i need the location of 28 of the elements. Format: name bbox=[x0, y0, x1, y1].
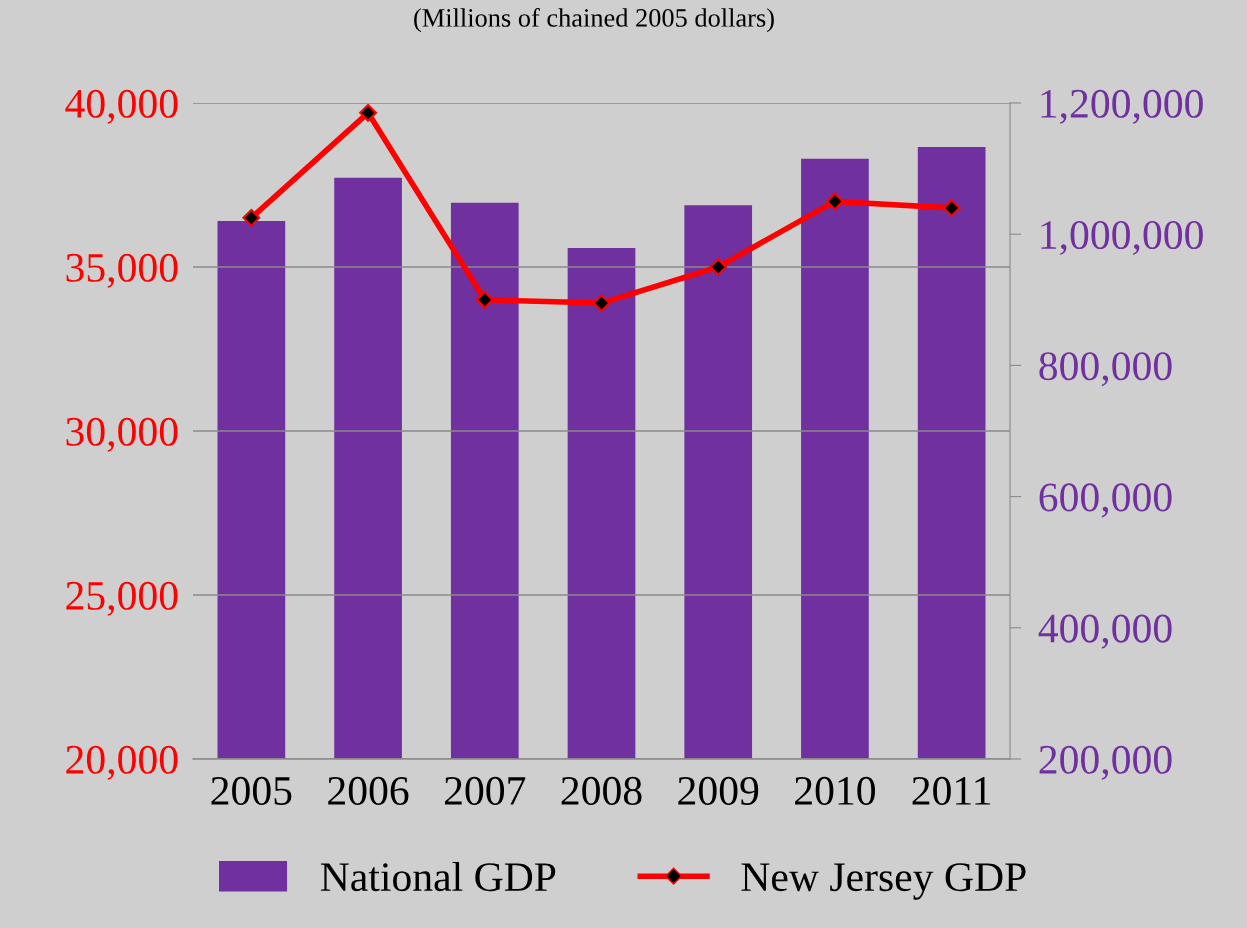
chart-title: (Millions of chained 2005 dollars) bbox=[414, 8, 774, 33]
legend-label: New Jersey GDP bbox=[741, 863, 1026, 900]
y2-tick-label: 1,200,000 bbox=[1041, 89, 1203, 124]
legend-label: National GDP bbox=[320, 861, 556, 892]
point bbox=[709, 258, 728, 276]
point bbox=[942, 199, 961, 217]
y-tick-label: 40,000 bbox=[65, 89, 178, 124]
point bbox=[242, 208, 261, 227]
x-tick-label: 2008 bbox=[561, 776, 642, 805]
x-tick-label: 2011 bbox=[912, 776, 991, 805]
y-tick-label: 30,000 bbox=[66, 417, 178, 452]
y2-tick-label: 200,000 bbox=[1039, 745, 1172, 780]
y2-tick-label: 1,000,000 bbox=[1041, 220, 1203, 256]
point bbox=[475, 290, 494, 309]
y-tick-label: 35,000 bbox=[66, 253, 178, 288]
y2-tick-label: 400,000 bbox=[1038, 614, 1172, 649]
y-tick-label: 25,000 bbox=[66, 581, 178, 616]
x-tick-label: 2005 bbox=[211, 776, 292, 805]
y2-tick-label: 600,000 bbox=[1039, 483, 1172, 518]
point bbox=[359, 103, 377, 122]
y2-tick-label: 800,000 bbox=[1039, 352, 1172, 387]
x-tick-label: 2006 bbox=[328, 776, 409, 805]
x-tick-label: 2007 bbox=[444, 776, 526, 805]
point bbox=[592, 294, 611, 312]
y-tick-label: 20,000 bbox=[66, 745, 178, 780]
x-tick-label: 2010 bbox=[795, 776, 876, 805]
x-tick-label: 2009 bbox=[678, 776, 759, 805]
point bbox=[826, 192, 844, 211]
